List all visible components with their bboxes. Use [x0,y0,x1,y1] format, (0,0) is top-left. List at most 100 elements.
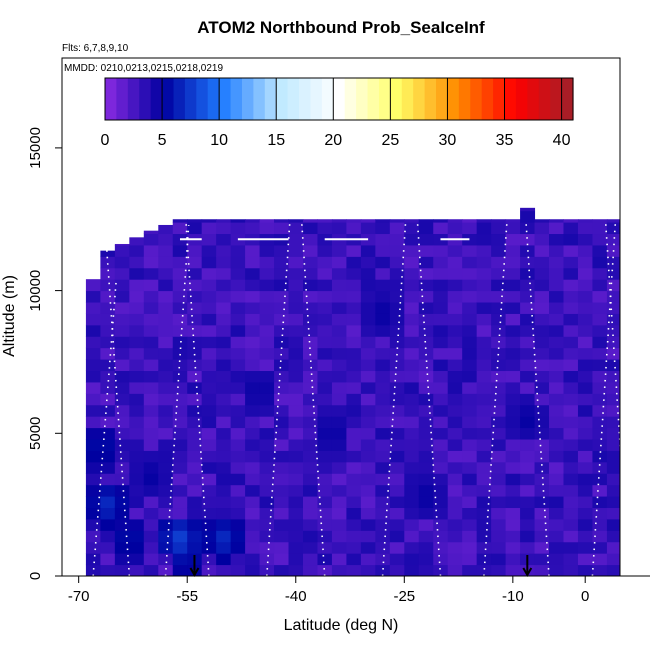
heat-cell [592,564,608,576]
heat-cell [418,256,434,269]
heat-cell [621,219,636,222]
heat-cell [476,324,492,337]
heat-cell [346,393,362,406]
heat-cell [404,279,420,292]
heat-cell [491,564,507,576]
heat-cell [216,404,232,417]
heat-cell [201,427,217,440]
heat-cell [375,427,391,440]
heat-cell [346,416,362,429]
heat-cell [259,530,275,543]
heat-cell [592,530,608,543]
heat-cell [476,370,492,383]
heat-cell [274,564,290,576]
colorbar-swatch [424,78,437,120]
heat-cell [288,496,304,509]
heat-cell [143,530,159,543]
heat-cell [592,256,608,269]
heat-cell [476,530,492,543]
heat-cell [143,541,159,554]
y-tick-label: 10000 [27,270,44,312]
heat-cell [331,564,347,576]
heat-cell [114,336,130,349]
heat-cell [331,404,347,417]
heat-cell [549,324,564,337]
heat-cell [577,324,593,337]
heat-cell [375,473,391,486]
heat-cell [303,313,318,326]
heat-cell [172,553,188,566]
heat-cell [476,553,492,566]
heat-cell [259,244,275,257]
heat-cell [274,359,290,372]
heat-cell [158,359,174,372]
colorbar-swatch [481,78,494,120]
heat-cell [563,279,579,292]
heat-cell [360,359,376,372]
heat-cell [520,507,536,520]
heat-cell [375,279,391,292]
heat-cell [621,348,636,360]
heat-cell [418,507,434,520]
heat-cell [621,553,636,565]
heat-cell [303,427,318,440]
heat-cell [303,530,318,543]
heat-cell [636,359,650,371]
heatmap-cells [85,207,650,576]
heat-cell [288,530,304,543]
heat-cell [447,381,463,394]
heat-cell [375,347,391,360]
heat-cell [447,256,463,269]
heat-cell [346,219,362,223]
heat-cell [201,290,217,303]
heat-cell [606,324,620,337]
heat-cell [259,219,275,223]
heat-cell [259,347,275,360]
flight-track [525,219,550,576]
heat-cell [621,313,636,325]
heat-cell [346,473,362,486]
heat-cell [100,507,116,520]
heat-cell [563,450,579,463]
heat-cell [592,233,608,246]
heat-cell [230,370,246,383]
heat-cell [100,461,116,474]
heat-cell [303,450,318,463]
heat-cell [577,370,593,383]
heat-cell [303,484,318,497]
heat-cell [317,484,333,497]
heat-cell [158,336,174,349]
heat-cell [404,324,420,337]
heat-cell [259,324,275,337]
heat-cell [317,518,333,531]
heat-cell [418,233,434,246]
heat-cell [462,427,478,440]
heat-cell [143,347,159,360]
heat-cell [534,359,550,372]
heat-cell [505,564,521,576]
heat-cell [360,336,376,349]
heat-cell [187,359,203,372]
heat-cell [245,279,261,292]
heat-cell [563,359,579,372]
heat-cell [447,473,463,486]
heat-cell [158,267,174,280]
heat-cell [85,404,101,417]
heat-cell [577,564,593,576]
heat-cell [288,381,304,394]
heat-cell [404,416,420,429]
heat-cell [85,564,101,576]
heat-cell [433,541,449,554]
colorbar-swatch [378,78,391,120]
heat-cell [360,404,376,417]
heat-cell [331,313,347,326]
heat-cell [245,427,261,440]
heat-cell [129,279,145,292]
heat-cell [592,496,608,509]
heat-cell [245,416,261,429]
heat-cell [288,541,304,554]
heat-cell [577,393,593,406]
heat-cell [636,496,650,508]
heat-cell [606,393,620,406]
heat-cell [245,222,261,235]
